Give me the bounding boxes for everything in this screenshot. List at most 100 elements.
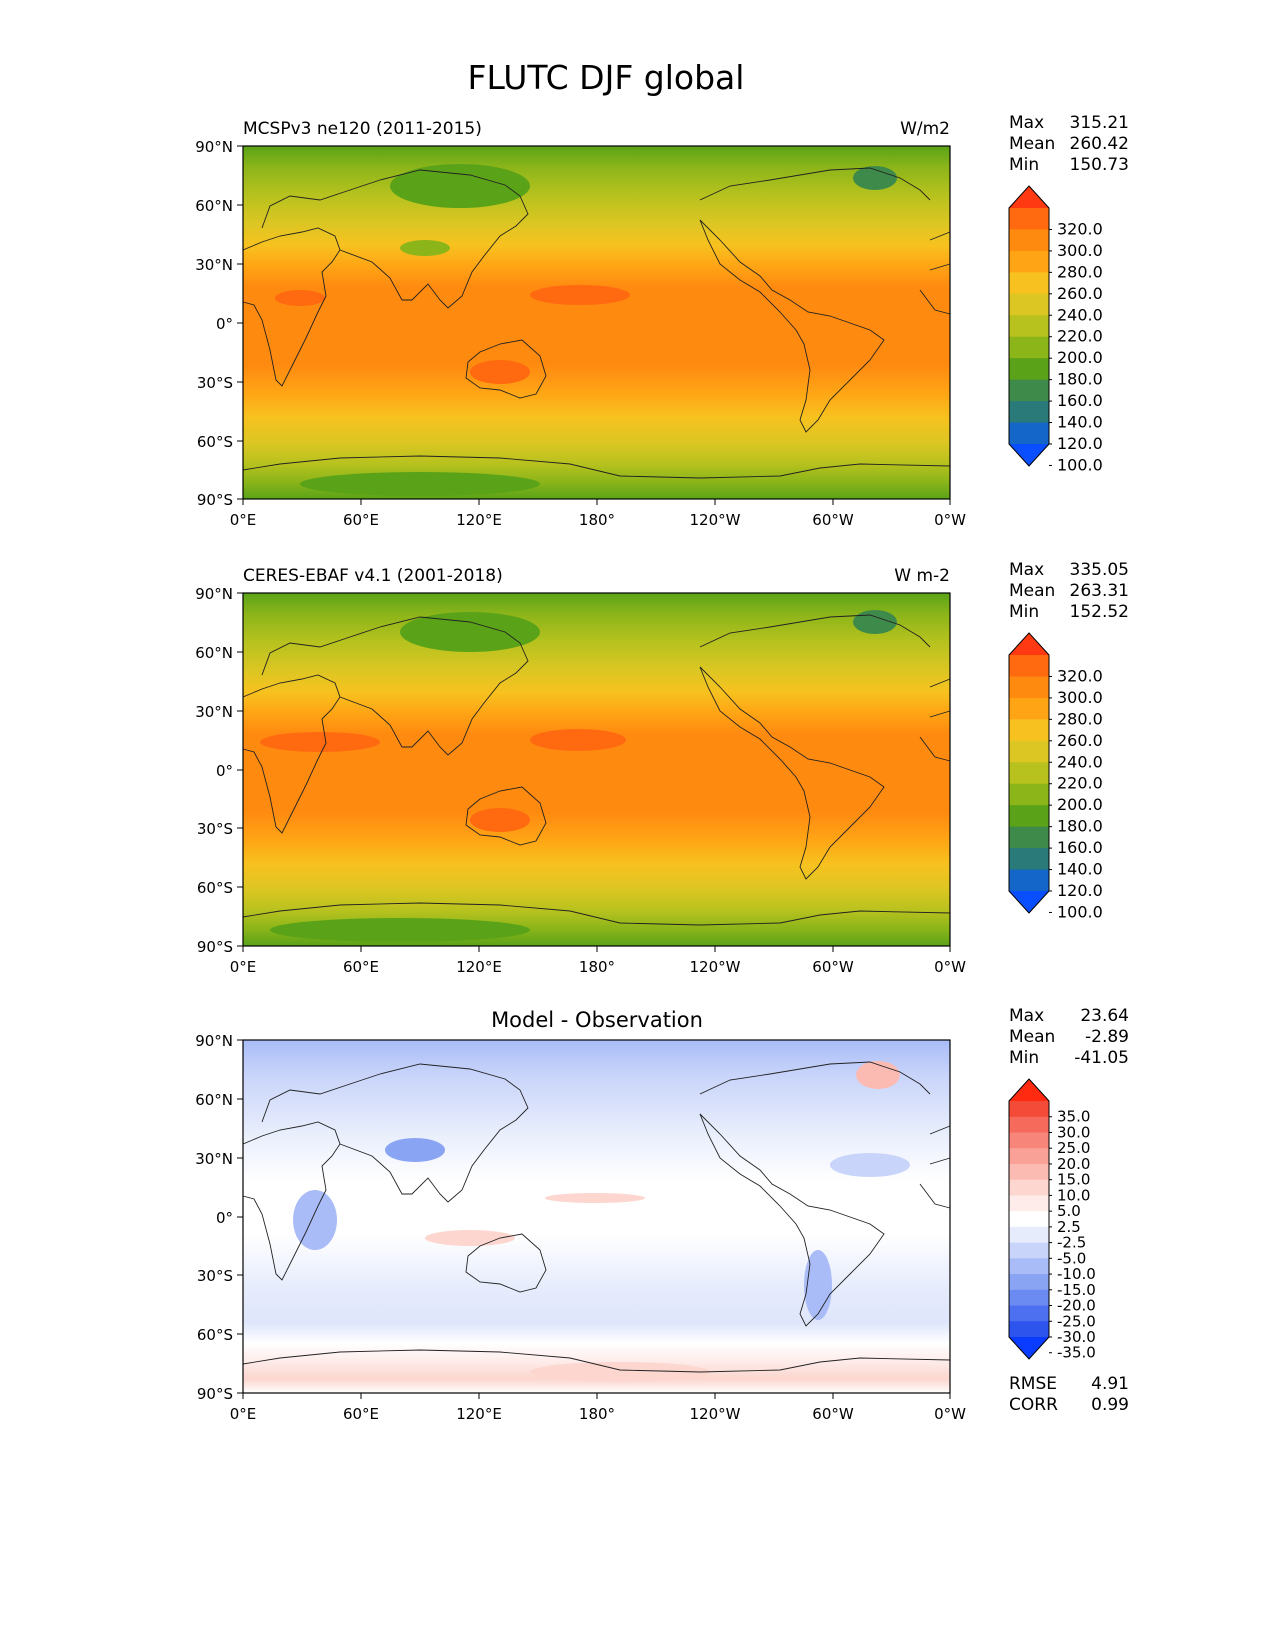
colorbar-label: -15.0 [1057, 1281, 1096, 1299]
colorbar-label: 160.0 [1057, 391, 1103, 410]
colorbar-swatch [1009, 869, 1049, 892]
lon-tick: 180° [579, 958, 615, 976]
colorbar-swatch [1009, 1274, 1049, 1291]
map-difference-greenland-pos [856, 1061, 900, 1089]
lat-tick: 60°N [195, 644, 233, 662]
colorbar-label: -25.0 [1057, 1312, 1096, 1330]
colorbar-label: 300.0 [1057, 688, 1103, 707]
colorbar-label: 25.0 [1057, 1139, 1090, 1157]
panel-model-lat-ticks: 90°N 60°N 30°N 0° 30°S 60°S 90°S [195, 138, 243, 509]
stat-min-value: 152.52 [1070, 602, 1129, 622]
lat-tick: 30°S [197, 374, 233, 392]
panel-observation-left-title: CERES-EBAF v4.1 (2001-2018) [243, 566, 503, 586]
colorbar-label: 5.0 [1057, 1202, 1081, 1220]
colorbar-label: 35.0 [1057, 1108, 1090, 1126]
colorbar-swatch [1009, 293, 1049, 316]
colorbar-swatch [1009, 229, 1049, 252]
map-difference [242, 1039, 951, 1394]
colorbar-swatch [1009, 422, 1049, 445]
lat-tick: 90°S [197, 938, 233, 956]
lat-tick: 0° [216, 315, 233, 333]
lon-tick: 60°E [343, 1405, 379, 1423]
stat-max-value: 23.64 [1080, 1006, 1129, 1026]
colorbar-swatch [1009, 826, 1049, 849]
stat-mean-value: 260.42 [1070, 134, 1129, 154]
colorbar-extend-min [1009, 891, 1049, 913]
colorbar-swatch [1009, 1148, 1049, 1165]
map-difference-coastlines [242, 1061, 951, 1373]
lon-tick: 120°W [690, 1405, 741, 1423]
colorbar-label: 260.0 [1057, 284, 1103, 303]
lat-tick: 90°S [197, 491, 233, 509]
colorbar-swatch [1009, 1226, 1049, 1244]
colorbar-label: 280.0 [1057, 262, 1103, 281]
map-model-antarctica-cold [300, 472, 540, 496]
colorbar-swatch [1009, 208, 1049, 230]
colorbar-extend-max [1009, 633, 1049, 655]
colorbar-label: 30.0 [1057, 1123, 1090, 1141]
lon-tick: 120°W [690, 958, 741, 976]
colorbar-swatch [1009, 1116, 1049, 1133]
colorbar-swatch [1009, 1163, 1049, 1181]
colorbar-label: 180.0 [1057, 817, 1103, 836]
colorbar-label: 100.0 [1057, 455, 1103, 474]
lat-tick: 0° [216, 1209, 233, 1227]
lat-tick: 90°N [195, 138, 233, 156]
lon-tick: 180° [579, 511, 615, 529]
colorbar-observation: 320.0 300.0 280.0 260.0 240.0 220.0 200.0 180.0… [1008, 632, 1103, 921]
lat-tick: 60°S [197, 1326, 233, 1344]
colorbar-swatch [1009, 676, 1049, 699]
lon-tick: 0°W [934, 958, 966, 976]
colorbar-swatch [1009, 1289, 1049, 1307]
map-difference-natl-neg [830, 1153, 910, 1177]
rmse-value: 4.91 [1091, 1374, 1129, 1394]
map-model-greenland-cold [853, 166, 897, 190]
panel-model-left-title: MCSPv3 ne120 (2011-2015) [243, 119, 482, 139]
stat-min-value: -41.05 [1074, 1048, 1129, 1068]
colorbar-label: 220.0 [1057, 327, 1103, 346]
map-difference-npac-pos [545, 1193, 645, 1203]
map-observation [242, 592, 951, 947]
colorbar-label: -2.5 [1057, 1234, 1086, 1252]
colorbar-swatch [1009, 1101, 1049, 1118]
stat-min-label: Min [1009, 1048, 1039, 1068]
lon-tick: 120°W [690, 511, 741, 529]
colorbar-swatch [1009, 272, 1049, 295]
colorbar-swatch [1009, 762, 1049, 785]
colorbar-label: 140.0 [1057, 860, 1103, 879]
map-model-npac-warm [530, 285, 630, 305]
colorbar-swatch [1009, 250, 1049, 273]
colorbar-swatch [1009, 1305, 1049, 1322]
colorbar-swatch [1009, 655, 1049, 677]
lon-tick: 0°E [230, 511, 257, 529]
colorbar-label: 320.0 [1057, 666, 1103, 685]
lat-tick: 30°N [195, 1150, 233, 1168]
lat-tick: 30°S [197, 820, 233, 838]
colorbar-swatch [1009, 1258, 1049, 1275]
panel-difference: Model - Observation 90°N [195, 1006, 1129, 1423]
colorbar-label: -10.0 [1057, 1265, 1096, 1283]
colorbar-label: 220.0 [1057, 774, 1103, 793]
colorbar-difference: 35.030.025.020.015.010.05.02.5-2.5-5.0-1… [1008, 1078, 1096, 1362]
lon-tick: 60°E [343, 511, 379, 529]
lon-tick: 120°E [456, 1405, 502, 1423]
colorbar-label: -35.0 [1057, 1344, 1096, 1362]
colorbar-swatch [1009, 1132, 1049, 1149]
panel-observation-stats: Max 335.05 Mean 263.31 Min 152.52 [1009, 560, 1129, 622]
map-observation-africa-warm [260, 732, 380, 752]
map-model-coastlines [242, 167, 951, 479]
stat-mean-value: -2.89 [1085, 1027, 1129, 1047]
lat-tick: 60°N [195, 1091, 233, 1109]
colorbar-label: 240.0 [1057, 752, 1103, 771]
lon-tick: 60°W [812, 511, 854, 529]
colorbar-label: 200.0 [1057, 795, 1103, 814]
colorbar-swatch [1009, 740, 1049, 763]
stat-mean-label: Mean [1009, 1027, 1055, 1047]
stat-max-label: Max [1009, 113, 1044, 133]
corr-value: 0.99 [1091, 1395, 1129, 1415]
stat-max-value: 315.21 [1070, 113, 1129, 133]
lat-tick: 90°N [195, 585, 233, 603]
colorbar-extend-min [1009, 1337, 1049, 1359]
colorbar-label: 200.0 [1057, 348, 1103, 367]
